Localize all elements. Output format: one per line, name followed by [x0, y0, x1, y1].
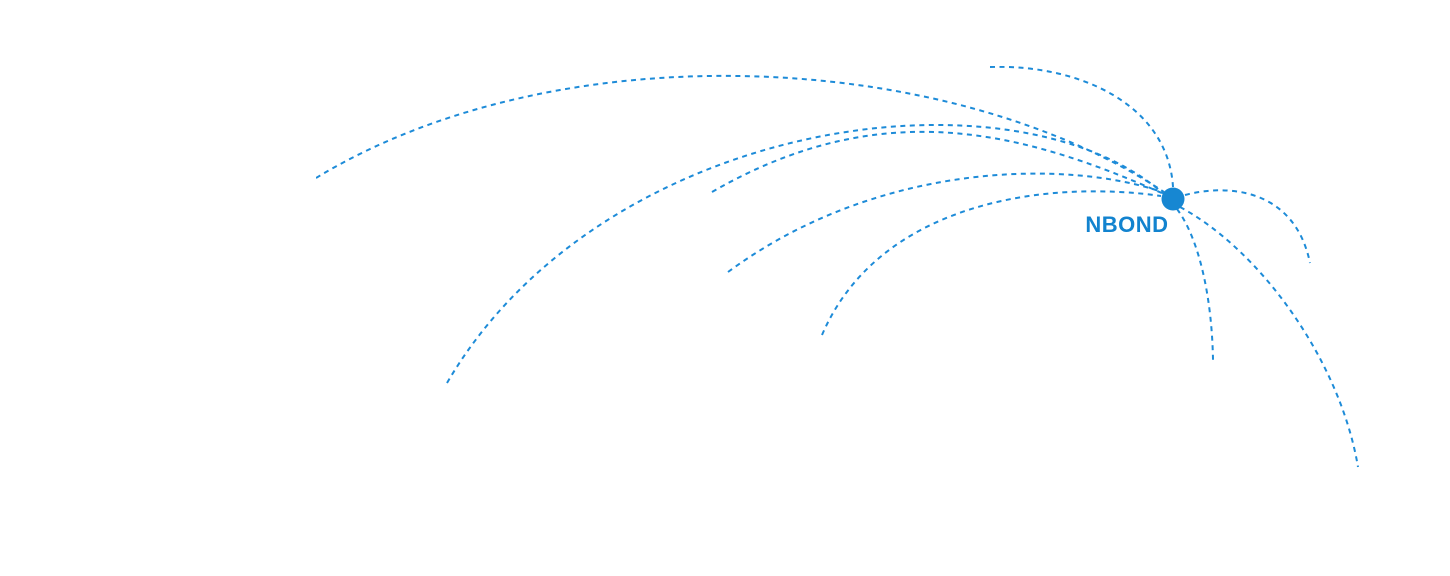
edge-group	[316, 66, 1359, 468]
edge-southwest-far[interactable]	[446, 124, 1165, 384]
edge-southeast-long[interactable]	[1179, 206, 1359, 468]
graph-node-nbond[interactable]	[1161, 187, 1185, 211]
edge-north-arc[interactable]	[989, 66, 1174, 188]
graph-node-label: NBOND	[1085, 212, 1168, 237]
edge-west-mid[interactable]	[727, 172, 1163, 273]
edge-west-short[interactable]	[711, 130, 1165, 195]
edge-southwest-near[interactable]	[821, 190, 1162, 336]
edge-south[interactable]	[1176, 208, 1214, 361]
edge-west-long[interactable]	[316, 74, 1165, 193]
edge-east-hook[interactable]	[1184, 189, 1311, 264]
